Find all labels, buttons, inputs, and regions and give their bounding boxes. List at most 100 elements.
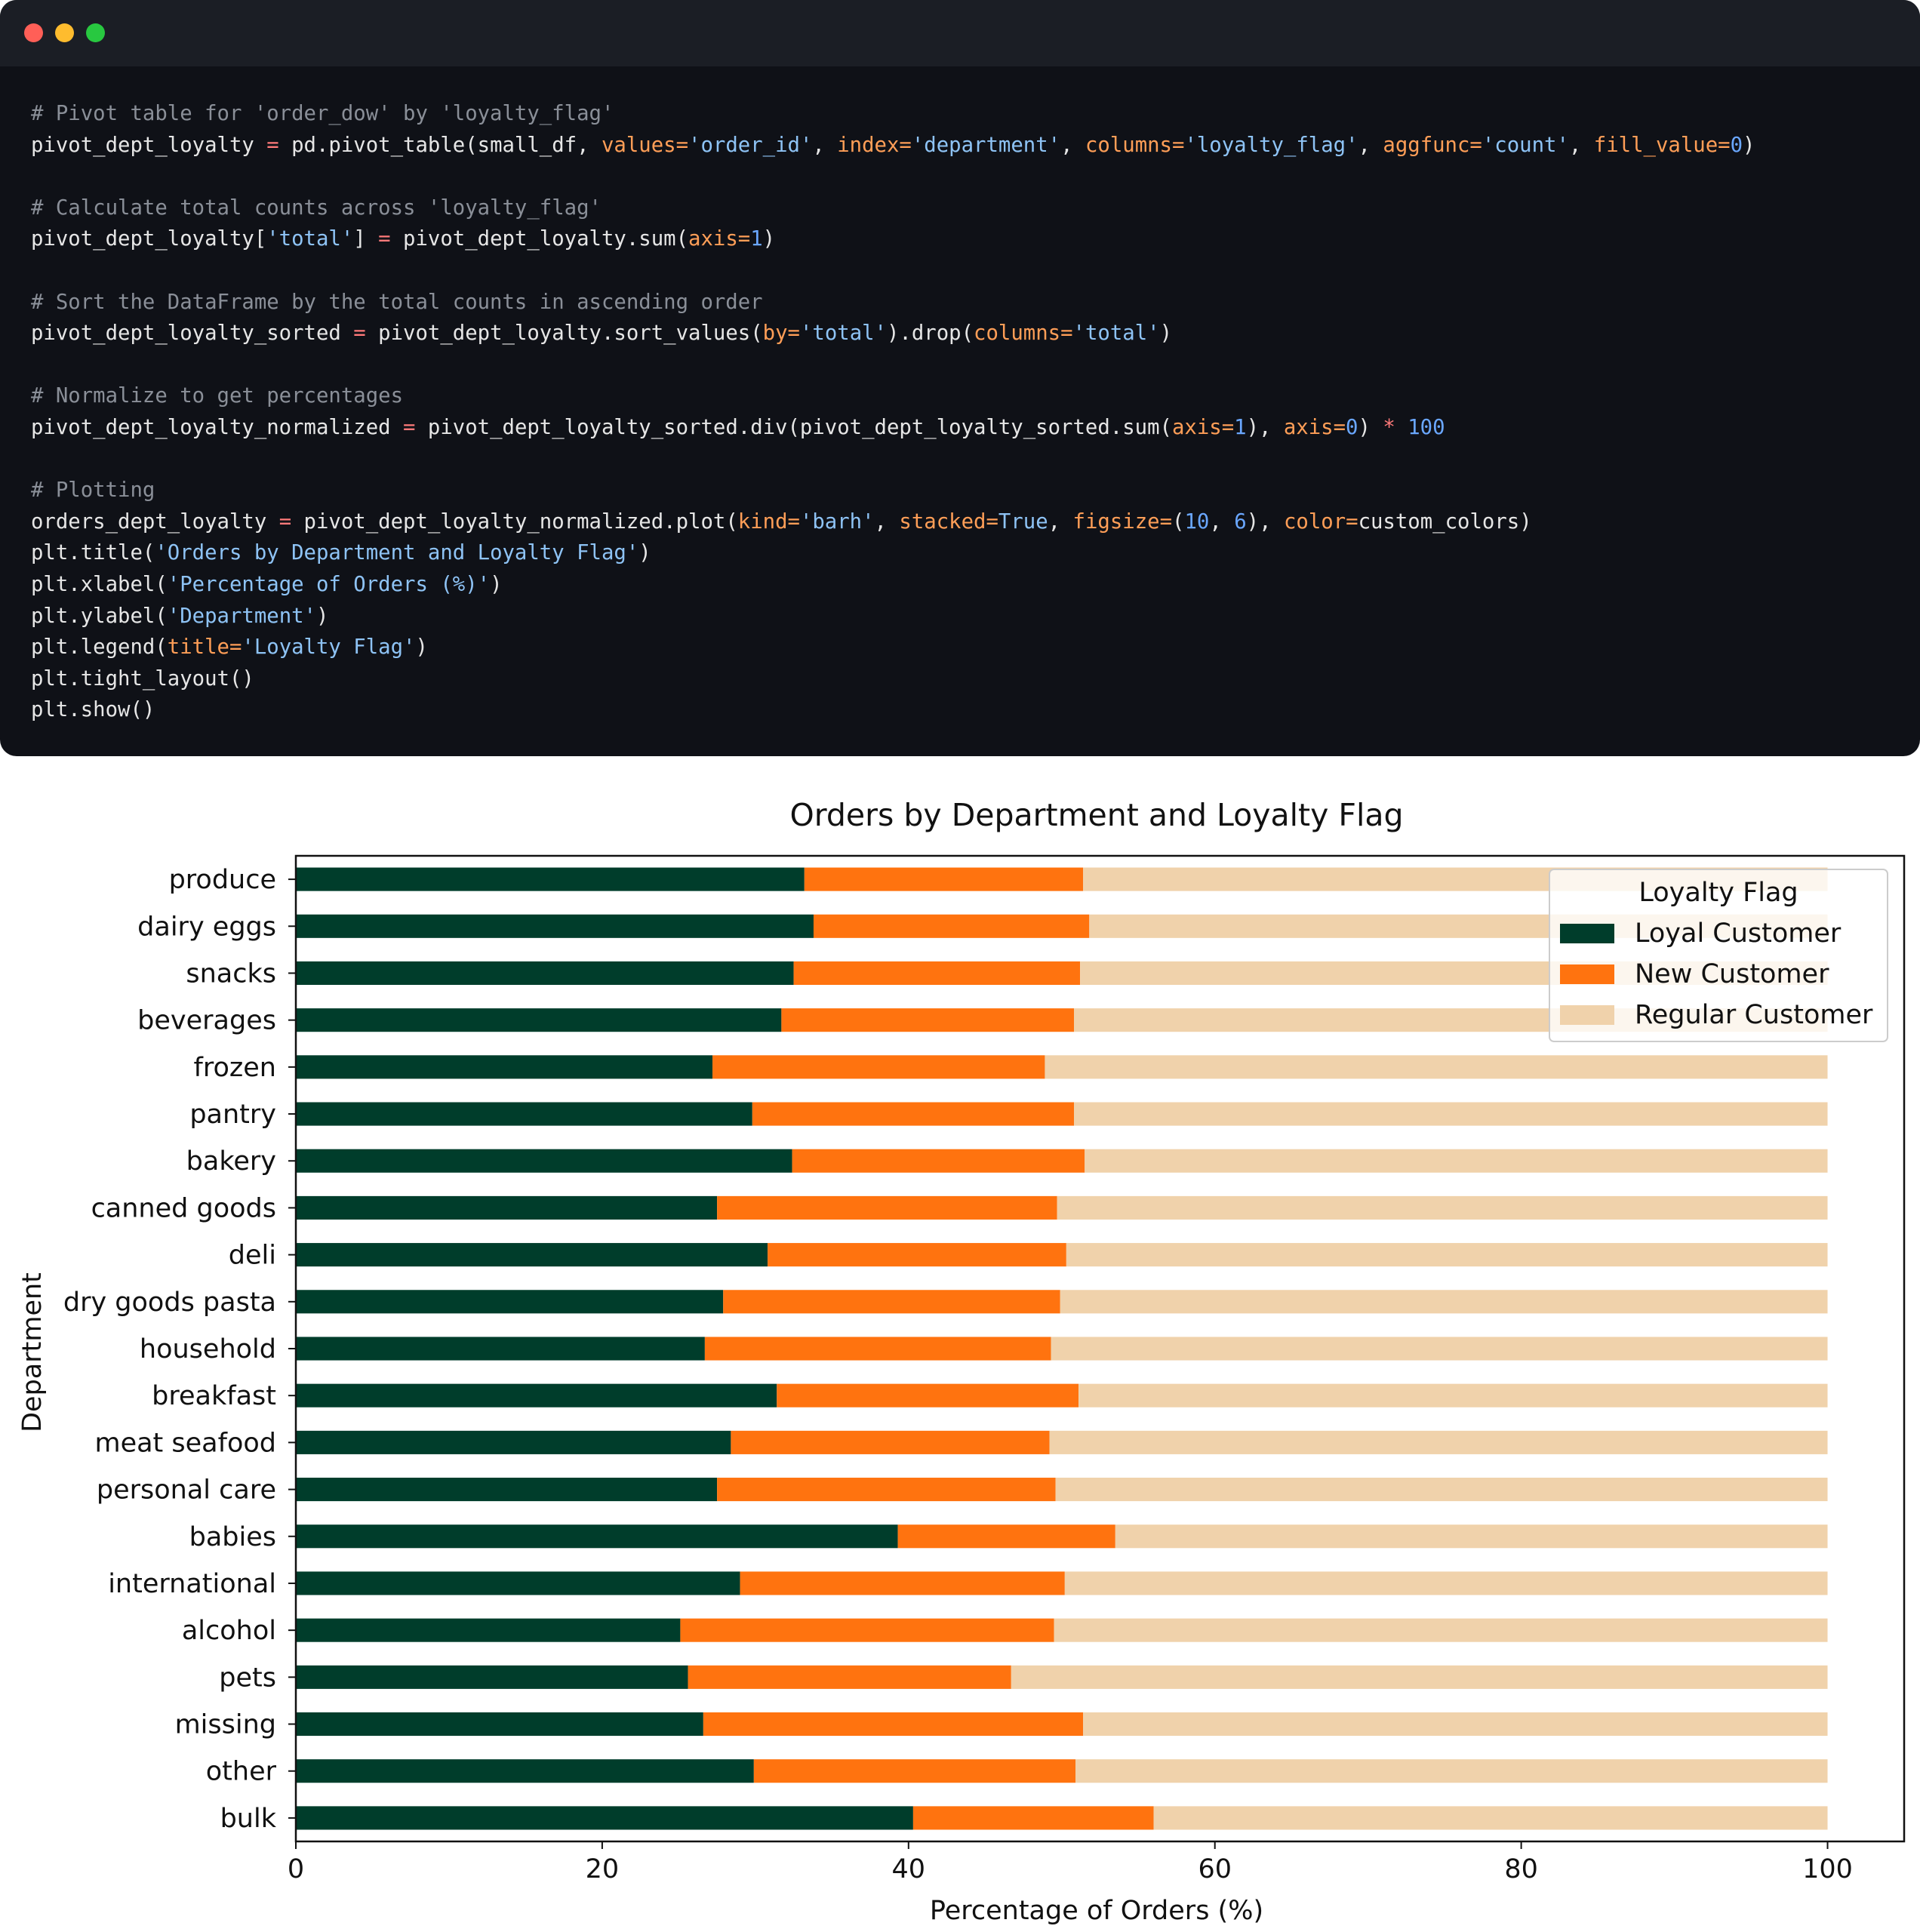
code-token: = — [278, 509, 292, 534]
bar-segment — [1057, 1195, 1828, 1220]
bar-segment — [792, 1149, 1085, 1173]
close-window-button[interactable] — [24, 23, 43, 42]
y-tick-label: beverages — [137, 1006, 276, 1036]
code-token: ) — [1159, 321, 1173, 346]
code-token: 'Department' — [167, 604, 316, 628]
code-token: plt.legend( — [31, 635, 168, 660]
bar-segment — [296, 1524, 898, 1549]
code-token: orders_dept_loyalty — [31, 509, 279, 534]
code-token: , — [1209, 509, 1235, 534]
minimize-window-button[interactable] — [55, 23, 74, 42]
window-title-bar — [0, 0, 1920, 66]
code-token: ( — [1172, 509, 1185, 534]
code-token: ) — [316, 604, 329, 628]
bar-segment — [296, 1759, 754, 1783]
code-token: , — [1568, 133, 1594, 157]
y-tick-label: pantry — [189, 1100, 276, 1130]
y-tick-label: other — [206, 1757, 277, 1787]
bar-segment — [1064, 1571, 1828, 1595]
bar-segment — [1085, 1149, 1828, 1173]
code-token: 'count' — [1482, 133, 1569, 157]
code-line: plt.tight_layout() — [31, 663, 1755, 695]
legend-box — [1549, 869, 1888, 1042]
bar-segment — [753, 1759, 1076, 1783]
code-token: 0 — [1730, 133, 1743, 157]
code-token: 'Loyalty Flag' — [242, 635, 416, 660]
bar-segment — [296, 1478, 718, 1502]
code-token: ), — [1246, 415, 1284, 439]
bar-segment — [1054, 1618, 1828, 1642]
bar-segment — [768, 1243, 1066, 1267]
bar-segment — [1073, 1102, 1828, 1126]
x-tick-label: 60 — [1198, 1854, 1232, 1884]
code-token: plt.xlabel( — [31, 572, 168, 596]
code-token: plt.show() — [31, 698, 155, 722]
code-token: pivot_dept_loyalty — [31, 133, 267, 157]
bar-segment — [712, 1055, 1045, 1079]
bar-segment — [1078, 1383, 1828, 1407]
x-axis-label: Percentage of Orders (%) — [930, 1896, 1263, 1926]
code-token: = — [378, 227, 391, 251]
code-token — [1395, 416, 1408, 439]
bar-segment — [296, 914, 814, 938]
code-token: plt.title( — [31, 541, 155, 565]
bar-segment — [897, 1524, 1115, 1549]
code-token: pivot_dept_loyalty_normalized — [31, 415, 404, 439]
bar-segment — [740, 1571, 1065, 1595]
code-token: ) — [1743, 133, 1755, 157]
code-token: , — [1358, 133, 1383, 157]
axes-frame — [294, 854, 1906, 1843]
bar-segment — [704, 1337, 1051, 1361]
bar-segment — [296, 961, 794, 986]
legend-swatch — [1560, 1005, 1614, 1025]
bar-segment — [703, 1712, 1084, 1737]
code-token: by= — [762, 321, 800, 346]
code-token: 0 — [1346, 415, 1358, 439]
bar-segment — [296, 1618, 681, 1642]
bars-group — [296, 867, 1828, 1830]
code-token: kind= — [737, 509, 800, 534]
code-token: axis= — [1171, 415, 1235, 439]
x-ticks: 0 20 40 60 80 100 — [288, 1841, 1853, 1884]
code-token: 'order_id' — [688, 133, 813, 157]
y-tick-label: missing — [175, 1710, 276, 1740]
code-line — [31, 444, 1755, 475]
bar-segment — [813, 914, 1090, 938]
code-token: pivot_dept_loyalty.sort_values( — [365, 321, 763, 346]
y-tick-label: babies — [189, 1522, 276, 1552]
bar-segment — [1153, 1806, 1828, 1830]
code-token: # Sort the DataFrame by the total counts… — [31, 290, 763, 314]
code-token: 'Percentage of Orders (%)' — [167, 572, 491, 596]
bar-segment — [731, 1430, 1050, 1454]
bar-segment — [793, 961, 1081, 986]
code-token: 10 — [1184, 509, 1210, 534]
bar-segment — [296, 1008, 782, 1032]
code-token: pd.pivot_table(small_df, — [278, 133, 602, 157]
bar-segment — [296, 1102, 752, 1126]
bar-segment — [1083, 1712, 1828, 1737]
bar-segment — [1051, 1337, 1828, 1361]
code-line — [31, 255, 1755, 287]
code-token: 100 — [1408, 415, 1445, 439]
y-tick-label: personal care — [97, 1475, 276, 1506]
code-token: aggfunc= — [1383, 133, 1482, 157]
maximize-window-button[interactable] — [86, 23, 105, 42]
code-token: ] — [353, 227, 379, 251]
code-token: pivot_dept_loyalty_normalized.plot( — [291, 509, 738, 534]
y-tick-label: alcohol — [182, 1616, 276, 1646]
y-tick-label: household — [140, 1334, 276, 1364]
x-tick-label: 0 — [288, 1854, 304, 1884]
bar-segment — [723, 1290, 1060, 1314]
code-token: pivot_dept_loyalty_sorted — [31, 321, 354, 346]
code-token: columns= — [1085, 133, 1185, 157]
bar-segment — [912, 1806, 1154, 1830]
y-tick-label: international — [108, 1569, 276, 1599]
code-token: stacked= — [899, 509, 998, 534]
code-token: title= — [167, 635, 242, 660]
legend-label: Regular Customer — [1635, 1000, 1873, 1030]
code-token: pivot_dept_loyalty.sum( — [390, 227, 689, 251]
code-token: , — [812, 133, 838, 157]
code-line: # Sort the DataFrame by the total counts… — [31, 287, 1755, 318]
code-token: = — [266, 133, 279, 157]
code-token: ) — [1358, 415, 1383, 439]
